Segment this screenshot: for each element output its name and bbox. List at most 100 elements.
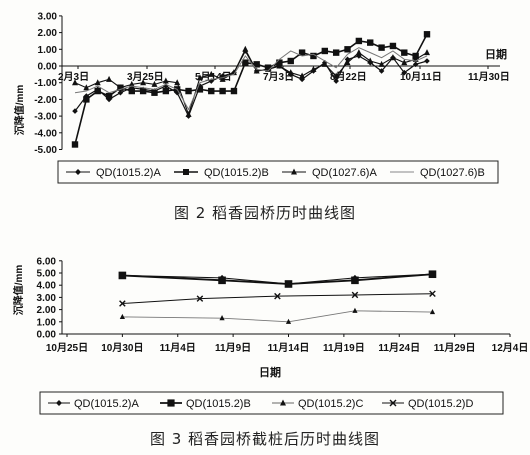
- data-point: [428, 270, 437, 279]
- legend-item: QD(1015.2)D: [382, 398, 473, 410]
- data-point: [230, 87, 238, 95]
- data-point: [151, 80, 158, 87]
- y-tick-label: 3.00: [38, 11, 58, 22]
- data-point: [208, 87, 215, 95]
- data-point: [174, 79, 181, 86]
- data-point: [119, 300, 126, 307]
- data-point: [119, 313, 125, 320]
- legend-marker: [280, 399, 286, 406]
- data-point: [412, 61, 419, 68]
- chart-settlement-history: 3.00 2.00 1.00 0.00 -1.00 -2.00 -3.00 -4.00 -5.0…: [13, 11, 510, 184]
- data-point: [429, 308, 436, 315]
- x-tick-label: 10月25日: [46, 342, 88, 354]
- y-tick-label: -5.00: [34, 145, 57, 156]
- x-axis-label: 日期: [485, 47, 507, 61]
- series-line: [74, 47, 428, 111]
- data-point: [219, 87, 226, 95]
- data-point: [72, 79, 78, 86]
- x-tick-label: 11月19日: [323, 342, 365, 354]
- data-point: [162, 87, 170, 95]
- data-point: [242, 45, 249, 52]
- data-point: [367, 57, 374, 64]
- data-point: [196, 74, 203, 81]
- legend-marker: [183, 169, 189, 175]
- data-point: [242, 59, 249, 66]
- data-point: [389, 54, 396, 61]
- data-point: [219, 75, 226, 82]
- legend-marker: [56, 400, 62, 406]
- data-point: [344, 59, 351, 66]
- data-point: [378, 68, 385, 74]
- legend-marker: [167, 399, 175, 407]
- y-tick-label: 6.00: [37, 256, 57, 267]
- data-point: [118, 271, 127, 280]
- data-point: [94, 87, 101, 95]
- legend-item: QD(1015.2)B: [160, 398, 251, 410]
- legend-item: QD(1015.2)A: [66, 167, 161, 179]
- x-tick-label: 11月29日: [434, 342, 476, 354]
- data-point: [274, 292, 281, 300]
- legend-label: QD(1015.2)C: [298, 398, 363, 410]
- data-point: [332, 49, 340, 56]
- legend-item: QD(1015.2)C: [272, 398, 363, 410]
- y-tick-label: -1.00: [34, 78, 57, 89]
- legend-label: QD(1015.2)B: [204, 167, 269, 179]
- data-point: [401, 69, 408, 76]
- x-tick-label: 3月25日: [127, 71, 164, 83]
- data-point: [83, 84, 90, 91]
- data-point: [230, 69, 237, 76]
- series-qd-1015-2-a: [72, 48, 430, 119]
- data-point: [128, 87, 135, 95]
- figure-2-caption: 图 2 稻香园桥历时曲线图: [173, 204, 357, 222]
- x-tick-label: 10月30日: [101, 342, 143, 354]
- data-point: [196, 295, 204, 302]
- data-point: [72, 108, 78, 114]
- legend: QD(1015.2)A QD(1015.2)B QD(1015.2)C QD(1015…: [39, 391, 504, 415]
- legend: QD(1015.2)A QD(1015.2)B QD(1027.6)A QD(1027…: [57, 160, 499, 184]
- data-point: [219, 315, 225, 321]
- legend-label: QD(1015.2)A: [96, 167, 161, 179]
- legend-label: QD(1015.2)B: [186, 398, 251, 410]
- legend-item: QD(1015.2)A: [48, 398, 139, 410]
- data-point: [139, 87, 147, 95]
- data-point: [284, 280, 293, 288]
- data-point: [429, 290, 436, 298]
- data-point: [162, 77, 169, 84]
- data-point: [253, 67, 260, 74]
- data-point: [355, 37, 363, 45]
- data-point: [185, 87, 192, 95]
- series-line: [74, 48, 428, 117]
- series-qd-1027-6-a: [72, 45, 430, 117]
- legend-label: QD(1015.2)D: [408, 398, 473, 410]
- data-point: [352, 307, 358, 313]
- y-tick-label: 5.00: [37, 269, 57, 280]
- data-point: [71, 141, 79, 148]
- y-tick-label: 0.00: [38, 62, 58, 73]
- legend-label: QD(1027.6)A: [312, 167, 377, 179]
- series-qd-1015-2-b: [118, 270, 437, 288]
- legend-item: QD(1027.6)A: [282, 167, 377, 179]
- x-axis-label: 日期: [259, 365, 281, 379]
- data-point: [253, 61, 260, 68]
- data-point: [321, 47, 329, 55]
- legend-box: [39, 391, 504, 415]
- series-qd-1015-2-a: [119, 271, 436, 287]
- data-point: [196, 86, 204, 93]
- data-point: [208, 70, 215, 77]
- data-point: [185, 110, 192, 117]
- data-point: [218, 276, 226, 285]
- legend-marker: [389, 399, 397, 407]
- x-tick-label: 11月4日: [160, 342, 196, 354]
- data-point: [424, 58, 430, 64]
- data-point: [298, 49, 306, 56]
- data-point: [310, 65, 317, 72]
- series-qd-1027-6-b: [74, 47, 428, 111]
- data-point: [333, 72, 340, 79]
- data-point: [423, 31, 431, 38]
- legend-marker: [291, 168, 297, 175]
- data-point: [378, 60, 385, 67]
- data-point: [140, 79, 147, 86]
- y-tick-label: 4.00: [37, 281, 57, 292]
- series-line: [122, 273, 433, 285]
